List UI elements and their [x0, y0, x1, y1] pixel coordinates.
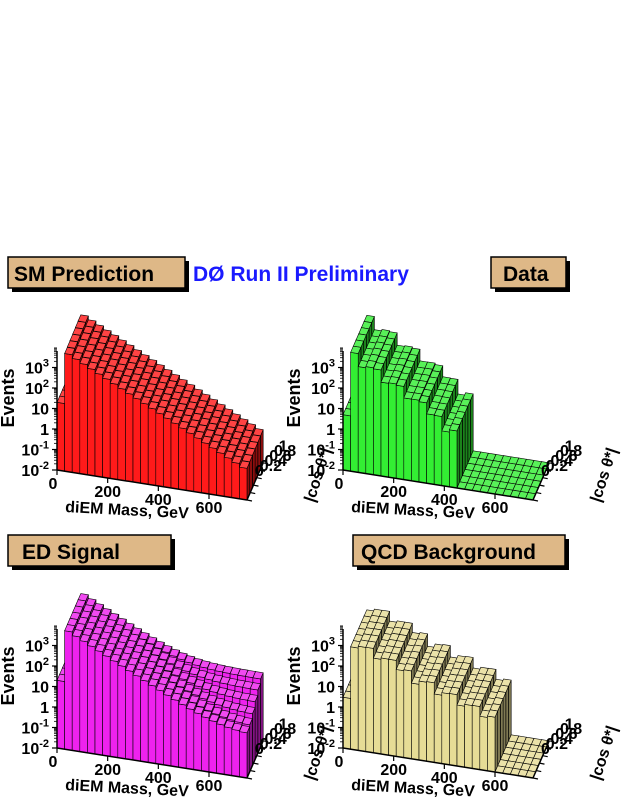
y-tick-label: 0 — [541, 741, 550, 758]
z-tick-label: 102 — [311, 378, 335, 398]
x-tick-label: 600 — [482, 500, 509, 517]
title-box-data: Data — [490, 256, 570, 292]
x-tick-label: 200 — [94, 484, 121, 501]
z-tick-label: 10-1 — [307, 440, 335, 460]
z-tick-label: 10-2 — [307, 738, 335, 758]
z-tick-label: 102 — [25, 656, 49, 676]
x-axis-label: diEM Mass, GeV — [65, 777, 190, 800]
x-axis-label: diEM Mass, GeV — [65, 499, 190, 522]
bars-0 — [56, 314, 264, 501]
z-tick-label: 10 — [317, 680, 335, 697]
y-tick-label: 0.8 — [274, 721, 296, 738]
y-tick-label: 0.8 — [560, 443, 582, 460]
x-tick-label: 0 — [335, 754, 344, 771]
bar — [238, 460, 251, 501]
y-tick-label: 0 — [541, 463, 550, 480]
bar — [238, 725, 251, 779]
x-tick-label: 400 — [145, 770, 172, 787]
z-tick-label: 10 — [317, 402, 335, 419]
z-tick-label: 10-2 — [307, 460, 335, 480]
bar — [147, 678, 159, 764]
x-tick-label: 400 — [145, 492, 172, 509]
z-tick-label: 10 — [31, 680, 49, 697]
y-tick-label: 0.4 — [550, 731, 572, 748]
y-tick-label: 0 — [255, 463, 264, 480]
z-tick-label: 10 — [31, 402, 49, 419]
z-tick-label: 103 — [25, 358, 49, 378]
y-axis-label: |cos θ*| — [588, 724, 621, 782]
z-tick-label: 102 — [311, 656, 335, 676]
title-box-qcd: QCD Background — [352, 534, 569, 570]
x-tick-label: 200 — [380, 484, 407, 501]
y-tick-label: 0.6 — [555, 726, 577, 743]
z-tick-label: 103 — [25, 636, 49, 656]
bars-3 — [342, 608, 550, 779]
x-axis-label: diEM Mass, GeV — [351, 499, 476, 522]
z-tick-label: 10-1 — [21, 440, 49, 460]
y-tick-label: 1 — [565, 716, 574, 733]
z-tick-label: 10-1 — [307, 718, 335, 738]
z-axis-label: Events — [0, 368, 18, 427]
z-tick-label: 103 — [311, 358, 335, 378]
y-tick-label: 1 — [565, 438, 574, 455]
title-data: Data — [503, 263, 549, 286]
x-tick-label: 600 — [196, 778, 223, 795]
title-box-sm: SM Prediction — [7, 256, 189, 292]
x-tick-label: 600 — [196, 500, 223, 517]
title-qcd-background: QCD Background — [361, 541, 536, 564]
z-tick-label: 1 — [40, 700, 49, 717]
y-tick-label: 0.4 — [550, 453, 572, 470]
y-axis-label: |cos θ*| — [588, 446, 621, 504]
x-tick-label: 0 — [49, 476, 58, 493]
y-tick-label: 0.6 — [269, 726, 291, 743]
x-tick-label: 200 — [380, 762, 407, 779]
y-tick-label: 0.2 — [260, 736, 282, 753]
bar — [448, 423, 461, 489]
z-tick-label: 10-2 — [21, 738, 49, 758]
bars-2 — [56, 593, 264, 779]
y-tick-label: 0.8 — [560, 721, 582, 738]
z-tick-label: 1 — [326, 422, 335, 439]
y-tick-label: 0.2 — [546, 458, 568, 475]
x-tick-label: 200 — [94, 762, 121, 779]
title-box-ed: ED Signal — [7, 534, 175, 570]
z-axis-label: Events — [284, 646, 304, 705]
x-tick-label: 400 — [431, 770, 458, 787]
y-tick-label: 1 — [279, 438, 288, 455]
y-tick-label: 0 — [255, 741, 264, 758]
bars-1 — [342, 314, 550, 501]
title-sm-prediction: SM Prediction — [14, 263, 154, 286]
y-tick-label: 0.6 — [269, 448, 291, 465]
z-tick-label: 10-1 — [21, 718, 49, 738]
y-tick-label: 0.4 — [264, 731, 286, 748]
z-tick-label: 1 — [40, 422, 49, 439]
z-tick-label: 10-2 — [21, 460, 49, 480]
z-axis-label: Events — [0, 646, 18, 705]
z-tick-label: 1 — [326, 700, 335, 717]
y-tick-label: 0.8 — [274, 443, 296, 460]
y-tick-label: 0.4 — [264, 453, 286, 470]
title-ed-signal: ED Signal — [22, 541, 120, 564]
x-tick-label: 0 — [335, 476, 344, 493]
z-tick-label: 103 — [311, 636, 335, 656]
bar — [486, 709, 499, 773]
y-tick-label: 0.6 — [555, 448, 577, 465]
x-tick-label: 0 — [49, 754, 58, 771]
x-axis-label: diEM Mass, GeV — [351, 777, 476, 800]
x-tick-label: 600 — [482, 778, 509, 795]
z-axis-label: Events — [284, 368, 304, 427]
x-tick-label: 400 — [431, 492, 458, 509]
y-tick-label: 1 — [279, 716, 288, 733]
z-tick-label: 102 — [25, 378, 49, 398]
y-tick-label: 0.2 — [546, 736, 568, 753]
y-tick-label: 0.2 — [260, 458, 282, 475]
experiment-label: DØ Run II Preliminary — [193, 263, 409, 286]
